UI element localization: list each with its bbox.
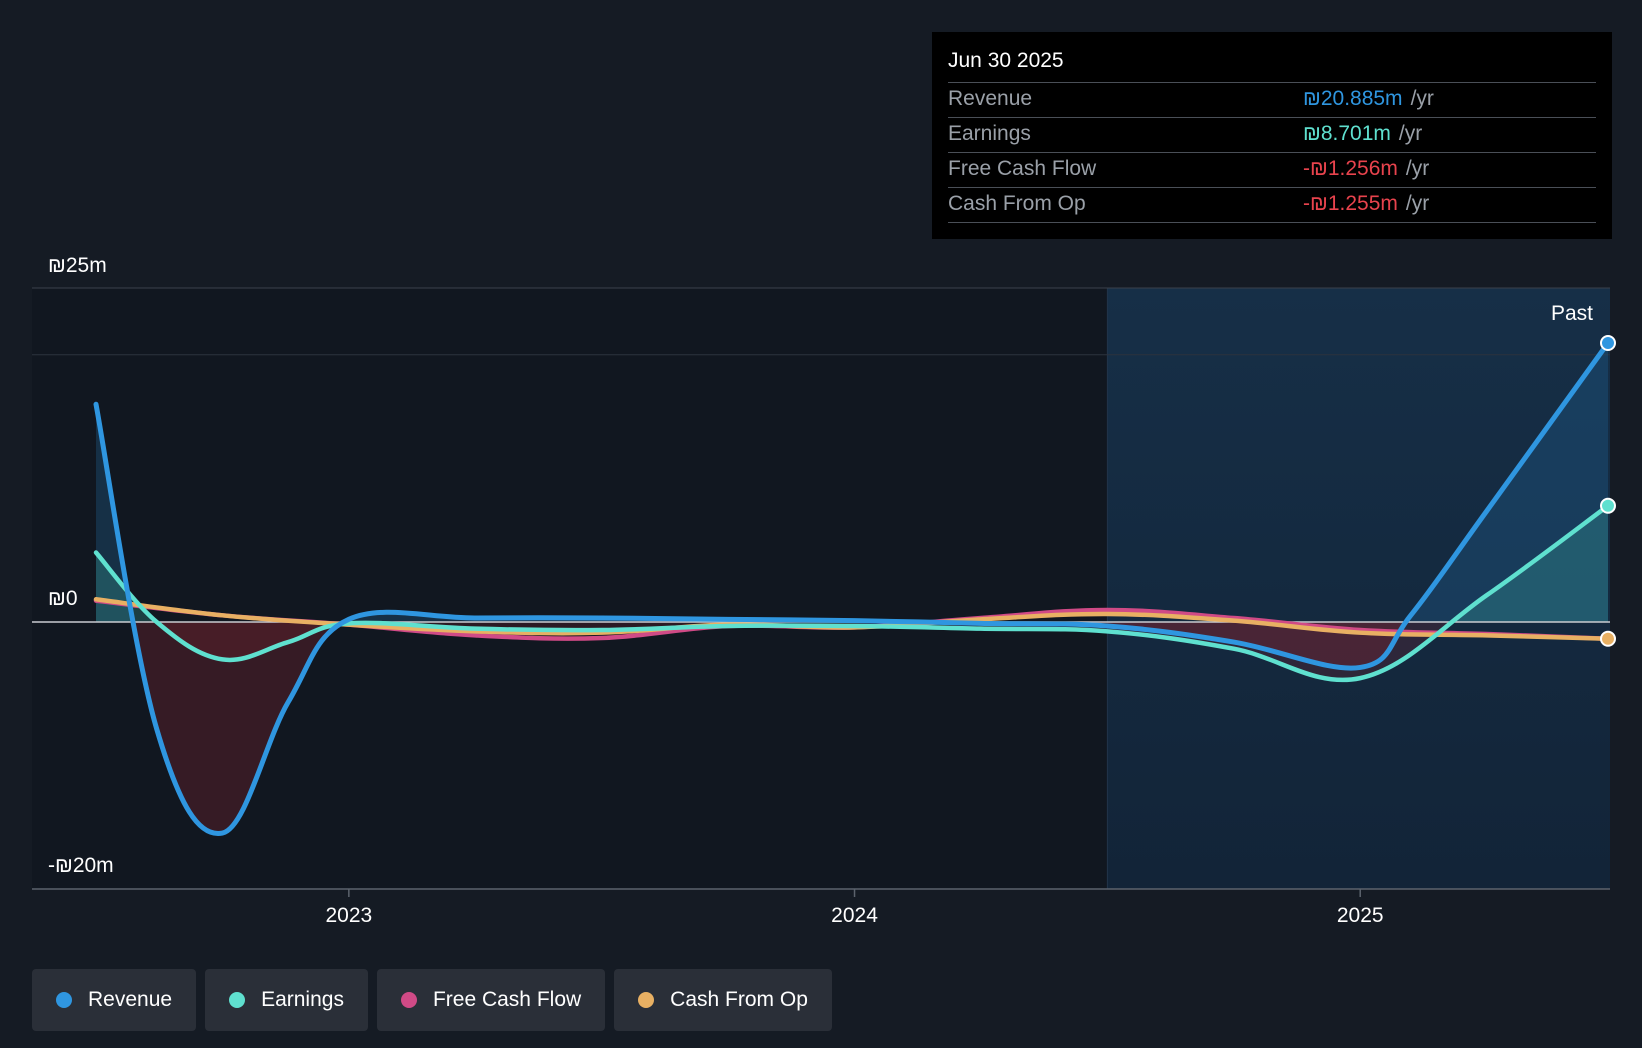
data-tooltip: Jun 30 2025 Revenue ₪20.885m /yr Earning… bbox=[932, 32, 1612, 239]
y-axis-top-label: ₪25m bbox=[48, 254, 107, 277]
earnings-line bbox=[93, 503, 1611, 683]
past-label: Past bbox=[1551, 302, 1593, 325]
tooltip-unit: /yr bbox=[1405, 192, 1430, 215]
tooltip-row-free-cash-flow: Free Cash Flow -₪1.256m /yr bbox=[948, 153, 1596, 188]
plot-background bbox=[32, 288, 1610, 889]
legend-label: Free Cash Flow bbox=[432, 988, 582, 1011]
y-axis-zero-label: ₪0 bbox=[48, 587, 78, 610]
x-axis: 2023 2024 2025 bbox=[32, 888, 1610, 927]
legend-item-earnings[interactable]: Earnings bbox=[205, 969, 368, 1031]
tooltip-value: ₪8.701m bbox=[1303, 122, 1391, 145]
recent-region bbox=[1107, 288, 1610, 889]
earnings-end-marker bbox=[1600, 497, 1616, 514]
legend-label: Earnings bbox=[261, 988, 344, 1011]
legend-label: Cash From Op bbox=[670, 988, 808, 1011]
revenue-dot-icon bbox=[56, 992, 72, 1008]
x-tick-label: 2024 bbox=[831, 904, 878, 927]
tooltip-row-cash-from-op: Cash From Op -₪1.255m /yr bbox=[948, 188, 1596, 223]
area-fills bbox=[96, 342, 1608, 834]
tooltip-value: -₪1.256m bbox=[1303, 157, 1398, 180]
tooltip-row-earnings: Earnings ₪8.701m /yr bbox=[948, 118, 1596, 153]
legend-label: Revenue bbox=[88, 988, 173, 1011]
free-cash-flow-dot-icon bbox=[400, 992, 417, 1008]
legend-item-cash-from-op[interactable]: Cash From Op bbox=[614, 969, 832, 1031]
earnings-dot-icon bbox=[229, 992, 246, 1008]
earnings-area-negative bbox=[96, 622, 1608, 680]
end-markers bbox=[1600, 334, 1616, 647]
tooltip-label: Cash From Op bbox=[948, 192, 1086, 215]
tooltip-unit: /yr bbox=[1410, 87, 1434, 110]
tooltip-date: Jun 30 2025 bbox=[948, 46, 1596, 83]
x-tick-label: 2023 bbox=[325, 904, 372, 927]
cash-from-op-dot-icon bbox=[638, 992, 655, 1008]
legend-item-free-cash-flow[interactable]: Free Cash Flow bbox=[376, 969, 606, 1031]
x-tick-label: 2025 bbox=[1337, 904, 1384, 927]
y-axis-bottom-label: -₪20m bbox=[48, 854, 114, 877]
tooltip-label: Free Cash Flow bbox=[948, 157, 1097, 180]
revenue-line bbox=[93, 340, 1611, 837]
revenue-end-marker bbox=[1600, 334, 1616, 351]
gridlines bbox=[32, 287, 1610, 356]
revenue-area-negative bbox=[96, 622, 1608, 834]
tooltip-value: ₪20.885m bbox=[1303, 87, 1403, 110]
series-lines bbox=[32, 340, 1611, 837]
tooltip-label: Revenue bbox=[948, 87, 1033, 110]
revenue-area-positive bbox=[96, 342, 1608, 622]
past-region bbox=[32, 288, 1108, 889]
legend: Revenue Earnings Free Cash Flow Cash Fro… bbox=[32, 969, 832, 1031]
tooltip-value: -₪1.255m bbox=[1303, 192, 1398, 215]
cash_from_op-end-marker bbox=[1600, 630, 1616, 647]
tooltip-unit: /yr bbox=[1405, 157, 1430, 180]
tooltip-row-revenue: Revenue ₪20.885m /yr bbox=[948, 83, 1596, 118]
legend-item-revenue[interactable]: Revenue bbox=[32, 969, 197, 1031]
tooltip-label: Earnings bbox=[948, 122, 1031, 145]
tooltip-unit: /yr bbox=[1398, 122, 1423, 145]
